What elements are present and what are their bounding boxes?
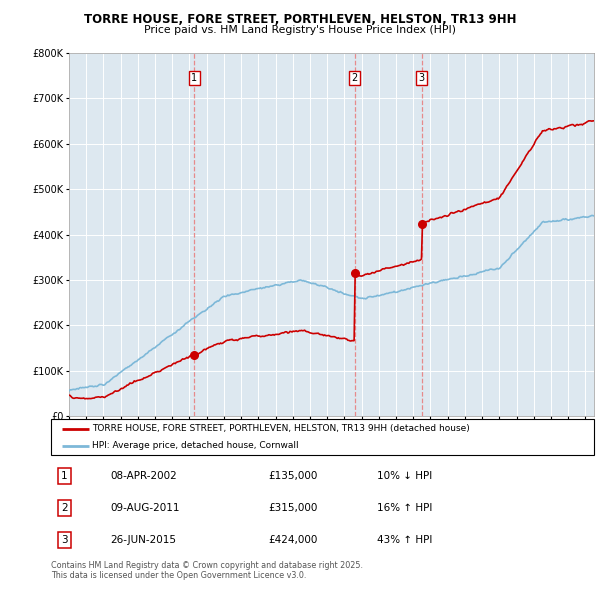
- Text: 1: 1: [191, 73, 197, 83]
- Text: 08-APR-2002: 08-APR-2002: [111, 471, 178, 481]
- Text: £135,000: £135,000: [268, 471, 317, 481]
- Text: 3: 3: [61, 535, 68, 545]
- Text: 1: 1: [61, 471, 68, 481]
- Text: 26-JUN-2015: 26-JUN-2015: [111, 535, 177, 545]
- Text: £315,000: £315,000: [268, 503, 317, 513]
- Text: Contains HM Land Registry data © Crown copyright and database right 2025.
This d: Contains HM Land Registry data © Crown c…: [51, 560, 363, 580]
- FancyBboxPatch shape: [51, 419, 594, 455]
- Text: TORRE HOUSE, FORE STREET, PORTHLEVEN, HELSTON, TR13 9HH (detached house): TORRE HOUSE, FORE STREET, PORTHLEVEN, HE…: [92, 424, 469, 433]
- Text: 2: 2: [61, 503, 68, 513]
- Text: 2: 2: [352, 73, 358, 83]
- Text: HPI: Average price, detached house, Cornwall: HPI: Average price, detached house, Corn…: [92, 441, 298, 450]
- Text: 09-AUG-2011: 09-AUG-2011: [111, 503, 180, 513]
- Text: £424,000: £424,000: [268, 535, 317, 545]
- Text: 43% ↑ HPI: 43% ↑ HPI: [377, 535, 432, 545]
- Text: 10% ↓ HPI: 10% ↓ HPI: [377, 471, 432, 481]
- Text: 3: 3: [418, 73, 425, 83]
- Text: TORRE HOUSE, FORE STREET, PORTHLEVEN, HELSTON, TR13 9HH: TORRE HOUSE, FORE STREET, PORTHLEVEN, HE…: [84, 13, 516, 26]
- Text: Price paid vs. HM Land Registry's House Price Index (HPI): Price paid vs. HM Land Registry's House …: [144, 25, 456, 35]
- Text: 16% ↑ HPI: 16% ↑ HPI: [377, 503, 432, 513]
